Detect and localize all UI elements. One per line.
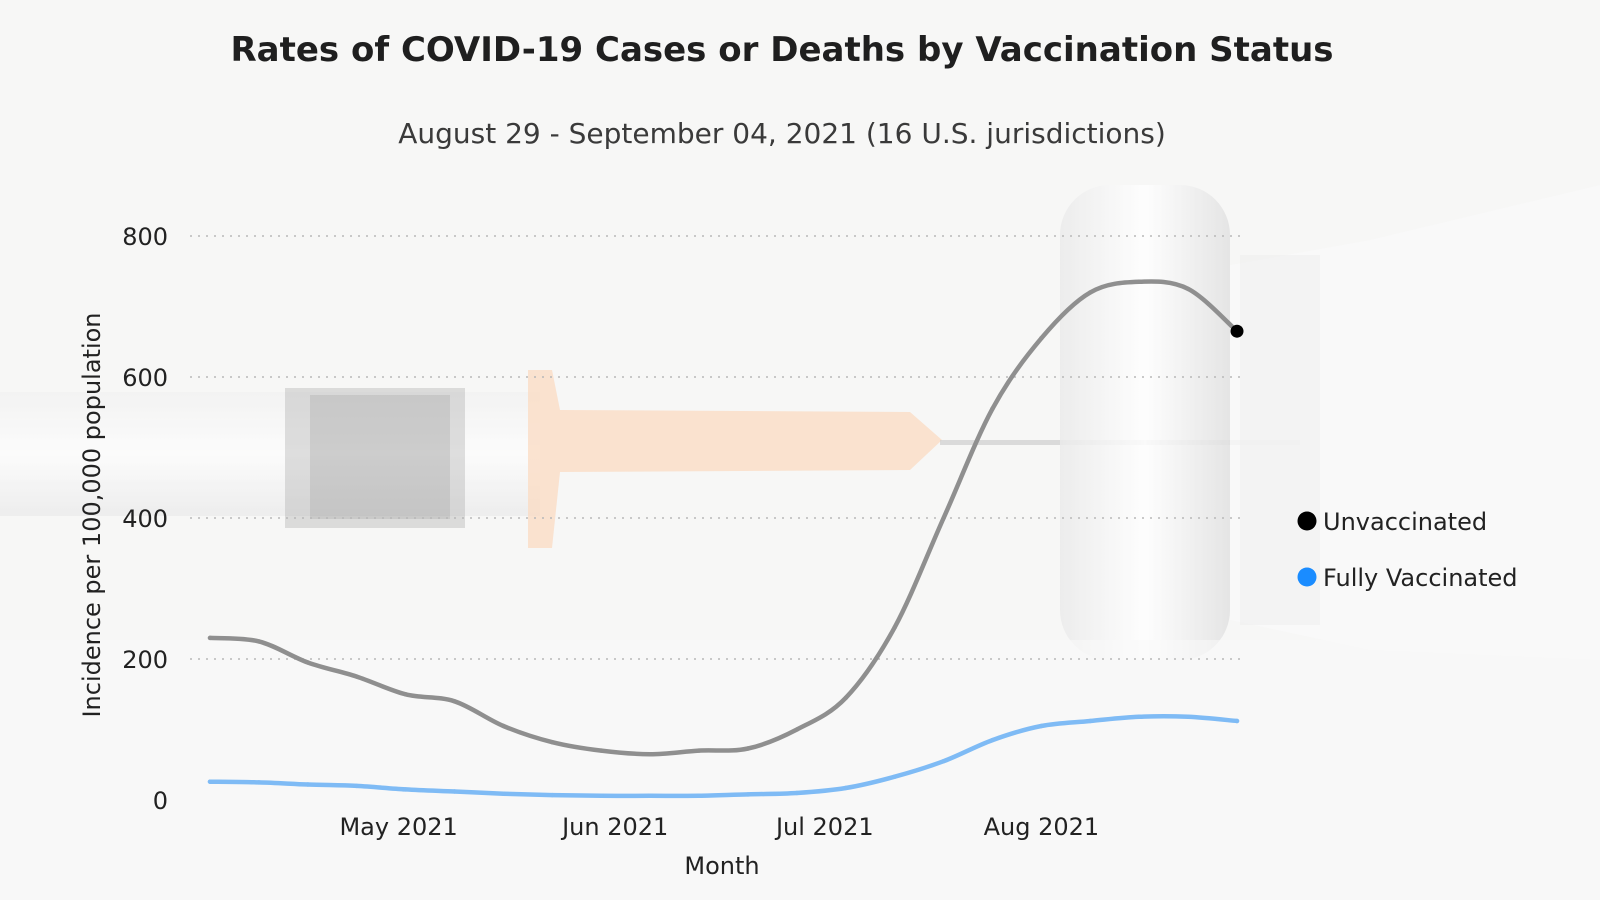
data-point-fully-vaccinated [746,792,750,796]
legend: Unvaccinated Fully Vaccinated [1298,508,1518,592]
data-point-fully-vaccinated [697,794,701,798]
data-point-fully-vaccinated [648,794,652,798]
data-point-unvaccinated [1186,287,1190,291]
data-point-fully-vaccinated [501,792,505,796]
series-line-fully-vaccinated [210,716,1237,796]
y-tick-label: 0 [153,787,168,815]
data-point-unvaccinated [746,746,750,750]
data-point-fully-vaccinated [306,782,310,786]
data-point-fully-vaccinated [893,775,897,779]
data-point-unvaccinated [893,625,897,629]
series-line-unvaccinated [210,282,1237,755]
data-point-unvaccinated [844,696,848,700]
data-point-unvaccinated [452,699,456,703]
data-point-fully-vaccinated [599,794,603,798]
data-point-fully-vaccinated [550,793,554,797]
data-point-fully-vaccinated [1039,724,1043,728]
data-point-unvaccinated [795,727,799,731]
data-point-unvaccinated [257,639,261,643]
data-point-unvaccinated [208,636,212,640]
data-point-fully-vaccinated [990,738,994,742]
x-axis-label: Month [684,852,759,880]
legend-label-fully-vaccinated: Fully Vaccinated [1323,564,1518,592]
data-point-fully-vaccinated [795,791,799,795]
x-tick-label: Aug 2021 [984,813,1100,841]
data-point-fully-vaccinated [1186,715,1190,719]
data-point-unvaccinated [697,748,701,752]
data-point-unvaccinated [1088,290,1092,294]
data-point-unvaccinated [1039,336,1043,340]
chart-title: Rates of COVID-19 Cases or Deaths by Vac… [230,30,1333,70]
data-point-fully-vaccinated [257,780,261,784]
data-point-unvaccinated [941,516,945,520]
y-tick-label: 400 [122,505,168,533]
x-tick-label: May 2021 [339,813,457,841]
x-axis-ticks: May 2021 Jun 2021 Jul 2021 Aug 2021 [339,813,1099,841]
end-marker-unvaccinated [1231,325,1244,338]
data-point-unvaccinated [1137,280,1141,284]
data-point-fully-vaccinated [1137,715,1141,719]
chart-subtitle: August 29 - September 04, 2021 (16 U.S. … [398,117,1166,150]
data-point-unvaccinated [403,692,407,696]
data-point-fully-vaccinated [1088,719,1092,723]
data-point-unvaccinated [990,407,994,411]
y-axis-ticks: 0 200 400 600 800 [122,223,168,815]
data-point-unvaccinated [550,740,554,744]
data-point-fully-vaccinated [355,784,359,788]
y-axis-label: Incidence per 100,000 population [78,312,106,717]
data-point-fully-vaccinated [403,787,407,791]
data-point-unvaccinated [648,752,652,756]
data-point-fully-vaccinated [208,780,212,784]
data-point-unvaccinated [355,674,359,678]
data-point-fully-vaccinated [941,759,945,763]
data-point-unvaccinated [306,660,310,664]
legend-marker-unvaccinated [1298,512,1317,531]
y-tick-label: 200 [122,646,168,674]
legend-label-unvaccinated: Unvaccinated [1323,508,1487,536]
legend-marker-fully-vaccinated [1298,568,1317,587]
data-point-unvaccinated [599,748,603,752]
data-point-unvaccinated [501,724,505,728]
grid-lines [190,236,1245,659]
data-point-fully-vaccinated [452,789,456,793]
x-tick-label: Jun 2021 [560,813,668,841]
series-lines [208,280,1244,798]
data-point-fully-vaccinated [844,786,848,790]
y-tick-label: 800 [122,223,168,251]
data-point-fully-vaccinated [1235,719,1239,723]
y-tick-label: 600 [122,364,168,392]
x-tick-label: Jul 2021 [774,813,874,841]
